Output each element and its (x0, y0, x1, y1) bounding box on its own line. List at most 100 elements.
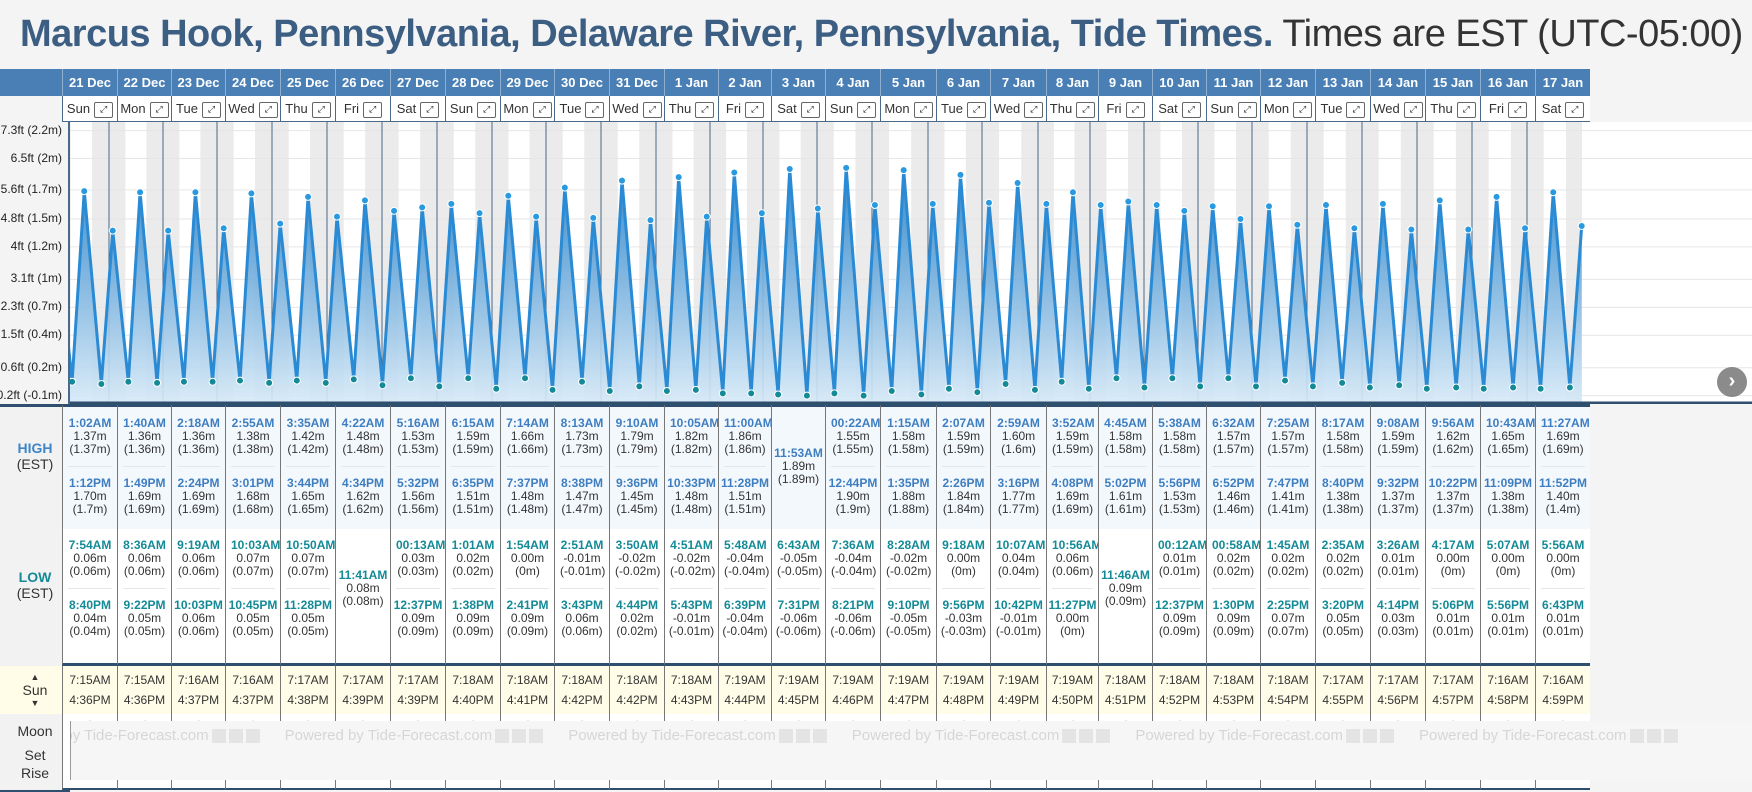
expand-day-icon[interactable]: ⤢ (1403, 101, 1423, 118)
expand-day-icon[interactable]: ⤢ (201, 101, 221, 118)
tide-entry: 9:32PM 1.37m (1.37m) (1371, 467, 1425, 526)
tide-time: 11:52PM (1538, 476, 1588, 490)
tide-height: 0.00m (1436, 551, 1470, 565)
low-tide-cell: 8:36AM 0.06m (0.06m) 9:22PM 0.05m (0.05m) (117, 529, 171, 666)
expand-day-icon[interactable]: ⤢ (258, 101, 278, 118)
sunset-time: 4:36PM (69, 693, 111, 707)
next-arrow-button[interactable]: › (1717, 367, 1747, 397)
high-tide-point (702, 212, 711, 221)
expand-day-icon[interactable]: ⤢ (311, 101, 331, 118)
expand-day-icon[interactable]: ⤢ (642, 101, 662, 118)
tide-entry: 5:56AM 0.00m (0m) (1541, 529, 1585, 589)
tide-height: 1.42m (291, 429, 325, 443)
tide-height-metric: (1.48m) (670, 502, 713, 516)
day-date: 17 Jan (1535, 69, 1590, 96)
sunrise-time: 7:19AM (777, 673, 820, 687)
day-of-week: Wed ⤢ (1370, 96, 1425, 122)
expand-day-icon[interactable]: ⤢ (1456, 101, 1476, 118)
high-tide-point (1549, 188, 1558, 197)
low-tide-point (265, 378, 274, 387)
expand-day-icon[interactable]: ⤢ (149, 101, 169, 118)
day-of-week: Sat ⤢ (1535, 96, 1590, 122)
expand-day-icon[interactable]: ⤢ (966, 101, 986, 118)
watermark-logo-icon (529, 729, 544, 744)
tide-entry: 3:35AM 1.42m (1.42m) (286, 407, 330, 467)
tide-height: 1.51m (456, 489, 490, 503)
expand-day-icon[interactable]: ⤢ (1125, 101, 1145, 118)
tide-height: 0.02m (456, 551, 490, 565)
expand-day-icon[interactable]: ⤢ (913, 101, 933, 118)
high-tide-point (1068, 188, 1077, 197)
tide-entry: 1:30PM 0.09m (0.09m) (1207, 589, 1260, 648)
expand-day-icon[interactable]: ⤢ (1076, 101, 1096, 118)
tide-entry: 6:32AM 1.57m (1.57m) (1212, 407, 1255, 467)
sunrise-time: 7:19AM (942, 673, 985, 687)
tide-height: -0.01m (563, 551, 601, 565)
sunrise-time: 7:18AM (561, 673, 603, 687)
expand-day-icon[interactable]: ⤢ (532, 101, 552, 118)
expand-day-icon[interactable]: ⤢ (1181, 101, 1201, 118)
expand-day-icon[interactable]: ⤢ (1293, 101, 1313, 118)
day-column: 12 Jan Mon ⤢ (1260, 69, 1315, 122)
day-column: 2 Jan Fri ⤢ (718, 69, 771, 122)
expand-day-icon[interactable]: ⤢ (1237, 101, 1257, 118)
expand-day-icon[interactable]: ⤢ (800, 101, 820, 118)
high-tide-point (842, 163, 851, 172)
tide-time: 4:45AM (1104, 416, 1147, 430)
tide-height-metric: (0.02m) (452, 564, 494, 578)
watermark-logo-icon (1379, 729, 1394, 744)
low-tide-point (492, 384, 501, 393)
day-date: 29 Dec (500, 69, 554, 96)
day-of-week: Fri ⤢ (1098, 96, 1152, 122)
tide-height-metric: (0.04m) (69, 624, 111, 638)
expand-day-icon[interactable]: ⤢ (94, 101, 114, 118)
high-tide-cell: 00:22AM 1.55m (1.55m) 12:44PM 1.90m (1.9m) (825, 404, 880, 529)
sunset-time: 4:39PM (397, 693, 439, 707)
low-tide-point (1338, 378, 1347, 387)
high-tide-point (1180, 206, 1189, 215)
low-tide-point (1084, 384, 1093, 393)
high-tide-cell: 4:22AM 1.48m (1.48m) 4:34PM 1.62m (1.62m) (335, 404, 390, 529)
expand-day-icon[interactable]: ⤢ (695, 101, 715, 118)
tide-entry: 6:39PM -0.04m (-0.04m) (719, 589, 771, 648)
low-tide-point (321, 378, 330, 387)
day-date: 7 Jan (990, 69, 1046, 96)
tide-entry: 4:22AM 1.48m (1.48m) (341, 407, 385, 467)
tide-height: 0.09m (456, 611, 490, 625)
expand-day-icon[interactable]: ⤢ (857, 101, 877, 118)
tide-height-metric: (1.86m) (724, 442, 766, 456)
expand-day-icon[interactable]: ⤢ (745, 101, 765, 118)
sun-cell: 7:19AM 4:49PM (990, 666, 1046, 714)
day-of-week: Tue ⤢ (936, 96, 990, 122)
tide-time: 1:15AM (887, 416, 930, 430)
tide-height: 1.38m (1326, 489, 1360, 503)
tide-height-metric: (1.88m) (887, 502, 930, 516)
watermark-logo-icon (795, 729, 810, 744)
expand-day-icon[interactable]: ⤢ (585, 101, 605, 118)
tide-height-metric: (1.82m) (670, 442, 713, 456)
tide-time: 3:20PM (1321, 598, 1365, 612)
expand-day-icon[interactable]: ⤢ (1024, 101, 1044, 118)
day-of-week: Wed ⤢ (990, 96, 1046, 122)
weekday-label: Mon (1263, 101, 1290, 116)
expand-day-icon[interactable]: ⤢ (420, 101, 440, 118)
tide-entry: 10:43AM 1.65m (1.65m) (1486, 407, 1535, 467)
weekday-label: Sat (396, 101, 417, 116)
sunset-time: 4:54PM (1267, 693, 1309, 707)
expand-day-icon[interactable]: ⤢ (477, 101, 497, 118)
expand-day-icon[interactable]: ⤢ (1508, 101, 1528, 118)
tide-time: 9:56PM (942, 598, 985, 612)
tide-chart (70, 122, 1752, 404)
sun-cell: 7:17AM 4:56PM (1370, 666, 1425, 714)
tide-entry: 1:01AM 0.02m (0.02m) (451, 529, 495, 589)
tide-entry: 8:40PM 0.04m (0.04m) (63, 589, 117, 648)
sunrise-time: 7:18AM (1158, 673, 1201, 687)
expand-day-icon[interactable]: ⤢ (1565, 101, 1585, 118)
expand-day-icon[interactable]: ⤢ (363, 101, 383, 118)
day-of-week: Sun ⤢ (1206, 96, 1260, 122)
low-tide-point (97, 380, 106, 389)
tide-height: 1.65m (291, 489, 325, 503)
tide-height: 0.05m (127, 611, 162, 625)
low-tide-cell: 1:01AM 0.02m (0.02m) 1:38PM 0.09m (0.09m) (445, 529, 500, 666)
expand-day-icon[interactable]: ⤢ (1346, 101, 1366, 118)
